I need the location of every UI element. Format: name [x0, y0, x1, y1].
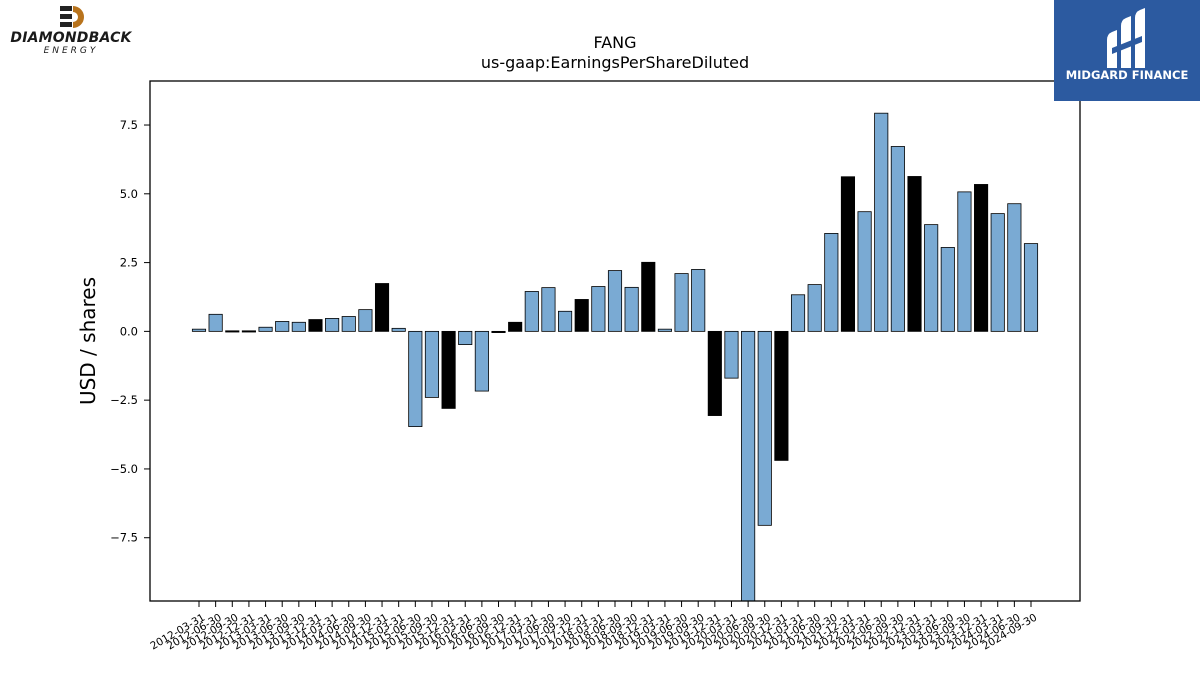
bar-2014-12-31	[374, 283, 390, 332]
y-tick-label: −7.5	[110, 531, 138, 545]
diamondback-mark-icon	[60, 6, 84, 28]
bar-2020-12-31	[774, 330, 789, 461]
bar-2020-03-31	[724, 330, 739, 379]
bars-group	[191, 112, 1039, 602]
bar-2023-12-31	[974, 184, 989, 332]
bar-2015-09-30	[424, 330, 440, 398]
diamondback-brand-text: DIAMONDBACK	[10, 30, 132, 46]
y-tick-label: 2.5	[120, 256, 138, 270]
bar-2022-12-31	[907, 176, 922, 332]
bar-2021-03-31	[790, 294, 806, 332]
bar-2012-06-30	[208, 313, 223, 332]
midgard-logo: MIDGARD FINANCE	[1054, 0, 1200, 101]
diamondback-logo: DIAMONDBACK ENERGY	[4, 4, 138, 56]
bar-2012-09-30	[225, 330, 240, 333]
bar-2017-03-31	[524, 291, 539, 332]
bar-2016-03-31	[458, 330, 473, 345]
bar-2017-06-30	[541, 287, 556, 332]
bar-2019-12-31	[707, 330, 722, 416]
bar-2017-12-31	[574, 299, 589, 332]
bar-2016-12-31	[508, 321, 523, 332]
bar-2020-06-30	[741, 330, 756, 602]
y-tick-label: 5.0	[120, 187, 138, 201]
bar-2021-06-30	[807, 284, 822, 332]
bar-2022-06-30	[874, 112, 889, 332]
y-ticks-group: 7.5 5.0 2.5 0.0 −2.5 −5.0 −7.5	[110, 118, 150, 545]
y-tick-label: −5.0	[110, 462, 138, 476]
bar-2020-09-30	[757, 330, 772, 526]
bar-2013-12-31	[308, 319, 323, 332]
bar-2022-09-30	[890, 146, 905, 332]
bar-2019-09-30	[691, 269, 706, 332]
bar-2022-03-31	[857, 211, 872, 332]
x-ticks-group: 2012-03-312012-06-302012-09-302012-12-31…	[148, 601, 1039, 652]
bar-2013-06-30	[275, 321, 290, 332]
bar-2018-09-30	[624, 286, 639, 332]
bar-2018-12-31	[641, 261, 656, 332]
bar-2016-09-30	[491, 330, 506, 333]
bar-2013-03-31	[258, 326, 273, 332]
bar-2015-03-31	[391, 327, 406, 332]
diamondback-sub-text: ENERGY	[43, 46, 99, 56]
plot-frame	[149, 80, 1081, 602]
bar-2018-03-31	[591, 286, 606, 332]
bar-2023-03-31	[924, 224, 939, 332]
bar-2019-03-31	[657, 328, 672, 332]
y-axis-label: USD / shares	[76, 277, 100, 405]
bar-2024-09-30	[1023, 243, 1039, 332]
midgard-brand-text: MIDGARD FINANCE	[1065, 68, 1189, 82]
bar-2024-03-31	[990, 213, 1005, 332]
y-tick-label: 7.5	[120, 118, 138, 132]
bar-2015-12-31	[441, 330, 456, 409]
midgard-mark-icon	[1107, 8, 1145, 68]
bar-2015-06-30	[408, 330, 423, 427]
bar-2023-06-30	[940, 247, 955, 332]
bar-2014-09-30	[358, 309, 373, 332]
y-tick-label: −2.5	[110, 393, 138, 407]
chart-subtitle: us-gaap:EarningsPerShareDiluted	[481, 53, 749, 72]
bar-2014-03-31	[325, 318, 340, 332]
bar-2018-06-30	[607, 270, 623, 332]
bar-2021-09-30	[824, 233, 839, 332]
bar-2016-06-30	[474, 330, 489, 392]
bar-2023-09-30	[957, 191, 972, 332]
bar-2024-06-30	[1007, 203, 1022, 332]
bar-2019-06-30	[674, 273, 689, 332]
bar-2012-12-31	[241, 330, 256, 333]
bar-2021-12-31	[840, 176, 856, 332]
bar-2012-03-31	[191, 328, 207, 332]
bar-2013-09-30	[291, 321, 306, 332]
y-tick-label: 0.0	[120, 324, 138, 338]
bar-2014-06-30	[341, 316, 356, 332]
bar-2017-09-30	[558, 310, 573, 332]
chart-title: FANG	[593, 33, 636, 52]
